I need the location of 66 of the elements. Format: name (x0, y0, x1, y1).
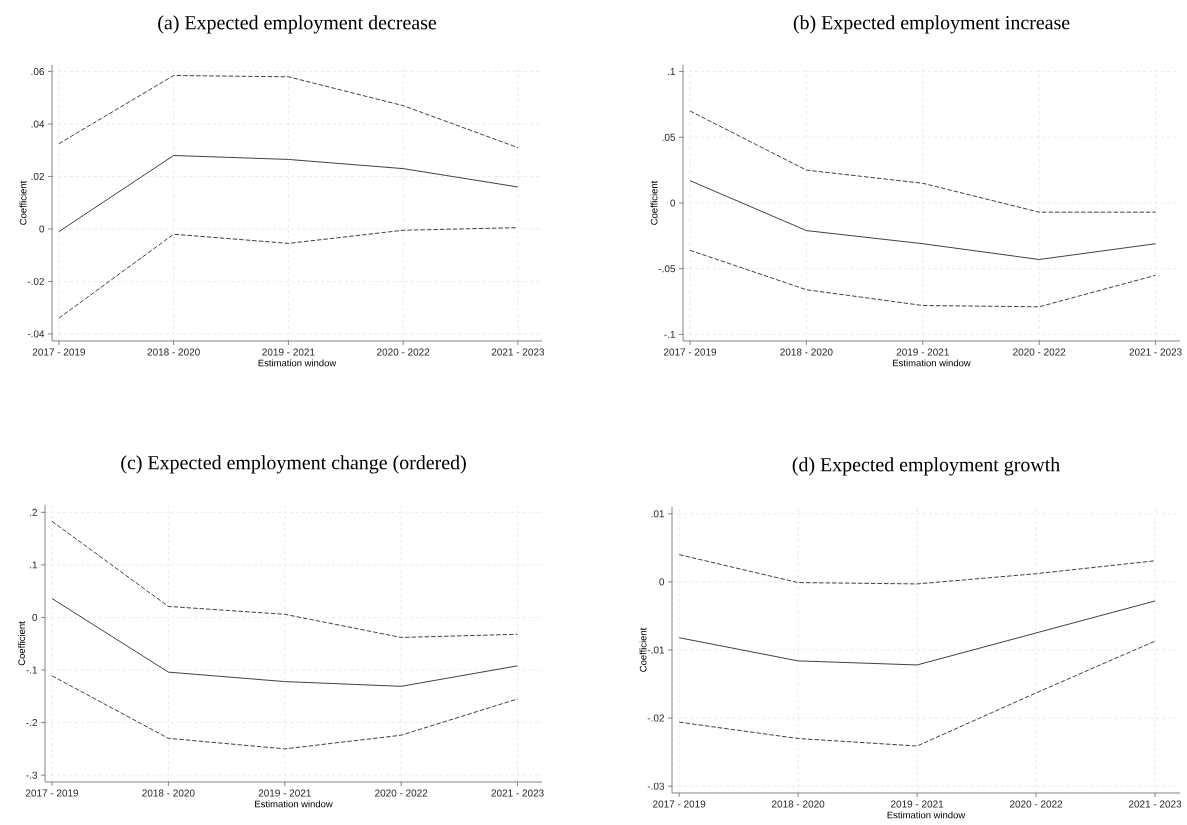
y-tick-label: -.01 (647, 646, 665, 654)
y-tick-label: 0 (39, 225, 45, 233)
x-tick-label: 2017 - 2019 (663, 348, 717, 356)
line-series (689, 249, 1157, 308)
x-tick-label: 2019 - 2021 (896, 348, 949, 356)
x-tick-label: 2021 - 2023 (491, 348, 545, 356)
y-axis-title: Coefficient (650, 180, 658, 225)
y-tick-label: -.05 (658, 265, 676, 273)
x-tick-label: 2020 - 2022 (1009, 800, 1063, 808)
chart-title: (b) Expected employment increase (793, 15, 1070, 34)
x-tick-label: 2018 - 2020 (772, 800, 825, 808)
x-axis-title: Estimation window (893, 359, 971, 367)
y-axis-title: Coefficient (19, 180, 27, 225)
y-axis-title: Coefficient (639, 627, 647, 672)
y-tick-label: -.1 (26, 666, 38, 674)
x-tick-label: 2021 - 2023 (1129, 348, 1182, 356)
x-tick-label: 2018 - 2020 (147, 348, 200, 356)
x-tick-label: 2019 - 2021 (262, 348, 315, 356)
x-tick-label: 2020 - 2022 (377, 348, 430, 356)
x-tick-label: 2017 - 2019 (25, 789, 79, 797)
line-series (51, 675, 519, 750)
x-tick-label: 2017 - 2019 (653, 800, 706, 808)
x-tick-label: 2021 - 2023 (1128, 800, 1182, 808)
chart-title: (c) Expected employment change (ordered) (121, 455, 466, 474)
y-tick-label: .1 (30, 561, 38, 569)
line-series (51, 520, 519, 638)
line-series (58, 227, 519, 319)
y-tick-label: .05 (662, 133, 676, 141)
y-axis-title: Coefficient (18, 621, 26, 666)
y-tick-label: .01 (651, 510, 665, 518)
y-tick-label: .02 (31, 172, 44, 181)
line-series (51, 598, 519, 687)
x-tick-label: 2019 - 2021 (258, 789, 311, 797)
x-tick-label: 2019 - 2021 (891, 800, 944, 808)
line-series (58, 155, 519, 233)
line-series (58, 74, 519, 149)
y-tick-label: .04 (31, 120, 45, 128)
x-tick-label: 2020 - 2022 (1013, 348, 1066, 356)
y-tick-label: -.03 (647, 782, 665, 790)
line-series (678, 640, 1156, 747)
line-series (689, 110, 1157, 213)
y-tick-label: 0 (32, 613, 38, 621)
y-tick-label: -.2 (26, 719, 37, 727)
y-tick-label: -.3 (26, 771, 38, 779)
chart-title: (a) Expected employment decrease (158, 15, 437, 34)
x-axis-title: Estimation window (255, 800, 333, 808)
x-tick-label: 2021 - 2023 (491, 789, 544, 797)
x-tick-label: 2018 - 2020 (142, 789, 195, 797)
x-tick-label: 2018 - 2020 (780, 348, 833, 356)
y-tick-label: -.02 (27, 277, 44, 285)
x-axis-title: Estimation window (887, 811, 966, 819)
x-axis-title: Estimation window (258, 359, 337, 367)
y-tick-label: 0 (659, 578, 665, 586)
line-series (678, 600, 1156, 666)
y-tick-label: -.04 (27, 330, 45, 338)
x-tick-label: 2017 - 2019 (32, 348, 85, 356)
line-series (678, 554, 1156, 585)
x-tick-label: 2020 - 2022 (375, 789, 428, 797)
y-tick-label: -.1 (664, 330, 676, 338)
line-series (689, 180, 1157, 260)
y-tick-label: 0 (670, 199, 676, 207)
y-tick-label: -.02 (647, 714, 664, 722)
y-tick-label: .1 (668, 68, 676, 75)
y-tick-label: .2 (30, 508, 37, 516)
chart-title: (d) Expected employment growth (792, 457, 1060, 476)
y-tick-label: .06 (31, 68, 45, 76)
